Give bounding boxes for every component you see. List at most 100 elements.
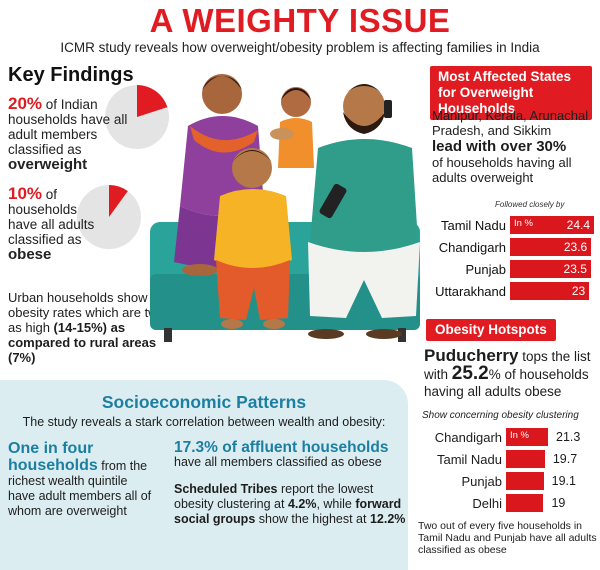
father-pants — [308, 242, 420, 318]
tribes-b2: 4.2% — [287, 497, 317, 511]
states-post: of households having all adults overweig… — [432, 155, 572, 185]
page-title: A WEIGHTY ISSUE — [149, 2, 451, 39]
tribes-b3: forward social groups — [174, 497, 402, 526]
puducherry-text1: tops the list with — [424, 349, 591, 382]
pie-slice-obese — [109, 185, 128, 217]
hotspots-banner: Obesity Hotspots — [426, 319, 556, 341]
remote-icon — [319, 183, 347, 219]
father-hair — [344, 84, 384, 96]
state-row: Uttarakhand 23 — [426, 282, 590, 300]
hotspot-row: Chandigarh In % 21.3 — [410, 428, 580, 446]
urban-text: Urban households show obesity rates whic… — [8, 290, 175, 335]
tribes-b4: 12.2% — [369, 512, 406, 526]
hotspot-value: 19.7 — [552, 452, 578, 466]
puducherry-num: 25.2 — [451, 363, 489, 384]
states-summary: Manipur, Kerala, Arunachal Pradesh, and … — [432, 108, 598, 185]
stat-overweight-text: of Indian households have all adult memb… — [8, 97, 128, 157]
tribes-t1: report the lowest obesity clustering at — [174, 482, 374, 511]
pie-slice-overweight — [137, 85, 168, 117]
socio-subtitle: The study reveals a stark correlation be… — [22, 415, 386, 429]
mother-head — [202, 74, 242, 114]
affluent-rest: have all members classified as obese — [174, 455, 382, 469]
couch-leg — [164, 328, 172, 342]
girl-dress — [278, 118, 314, 168]
hotspot-row: Delhi 19 — [410, 494, 565, 512]
stat-obese-text: of households have all adults classified… — [8, 187, 95, 247]
hotspot-bar: In % — [506, 428, 548, 446]
state-label: Punjab — [465, 261, 506, 277]
girl-hair — [281, 88, 311, 100]
state-label: Uttarakhand — [435, 283, 506, 299]
father-sandal — [366, 329, 402, 339]
hotspot-label: Punjab — [461, 473, 502, 489]
one-in-four-stat: One in four households from the richest … — [8, 440, 158, 519]
in-percent-label: In % — [514, 218, 534, 229]
state-value: 23.5 — [563, 262, 587, 276]
urban-bold: (14-15%) as compared to rural areas (7%) — [8, 320, 157, 365]
state-value: 23 — [571, 284, 586, 298]
socioeconomic-panel — [0, 380, 408, 570]
socio-title: Socioeconomic Patterns — [101, 392, 307, 412]
state-bar: 23 — [510, 282, 590, 300]
state-value: 23.6 — [563, 240, 588, 254]
puducherry-name: Puducherry — [424, 346, 519, 365]
obese-pie-chart — [77, 185, 141, 249]
father-shirt — [310, 139, 418, 254]
boy-shirt — [214, 189, 292, 269]
hotspot-row: Tamil Nadu 19.7 — [410, 450, 577, 468]
father-beard — [343, 112, 385, 134]
puducherry-stat: Puducherry tops the list with 25.2% of h… — [424, 347, 600, 400]
hotspot-label: Chandigarh — [434, 429, 502, 445]
overweight-pie-chart — [105, 85, 169, 149]
boy-pants — [216, 260, 290, 320]
states-list: Manipur, Kerala, Arunachal Pradesh, and … — [432, 108, 589, 138]
hotspot-value: 19.1 — [551, 474, 576, 488]
clustering-label: Show concerning obesity clustering — [422, 410, 579, 421]
one-in-four-rest: from the richest wealth quintile have ad… — [8, 459, 152, 518]
girl-head — [281, 87, 311, 117]
urban-rural-note: Urban households show obesity rates whic… — [8, 290, 178, 365]
boy-hair — [232, 150, 272, 162]
boy-foot — [221, 319, 243, 329]
stat-overweight-strong: overweight — [8, 156, 88, 173]
hotspot-value: 19 — [551, 496, 566, 510]
state-row: Punjab 23.5 — [426, 260, 591, 278]
family-on-couch-illustration — [150, 74, 420, 342]
state-bar: In % 24.4 — [510, 216, 594, 234]
father-head — [343, 85, 385, 127]
hotspot-bar — [506, 494, 544, 512]
couch-leg — [398, 328, 406, 342]
mother-hair — [202, 76, 242, 90]
boy-foot — [263, 319, 285, 329]
tribes-stat: Scheduled Tribes report the lowest obesi… — [174, 482, 406, 527]
state-value: 24.4 — [566, 218, 590, 232]
affluent-big: 17.3% of affluent households — [174, 439, 389, 456]
state-label: Chandigarh — [438, 239, 506, 255]
tribes-t2: , while — [316, 497, 356, 511]
tribes-b1: Scheduled Tribes — [174, 482, 278, 496]
stat-overweight-pct: 20% — [8, 94, 43, 113]
hotspots-footnote: Two out of every five households in Tami… — [418, 520, 597, 556]
hotspot-bar — [506, 472, 544, 490]
hotspot-bar — [506, 450, 545, 468]
state-bar: 23.6 — [510, 238, 592, 256]
state-row: Tamil Nadu In % 24.4 — [426, 216, 594, 234]
mother-foot — [182, 264, 218, 276]
state-row: Chandigarh 23.6 — [426, 238, 592, 256]
key-findings-title: Key Findings — [8, 64, 134, 86]
one-in-four-big: One in four households — [8, 440, 98, 474]
followed-closely-label: Followed closely by — [495, 200, 565, 209]
states-lead: lead with over 30% — [432, 138, 567, 155]
snack-bowl — [270, 128, 294, 140]
hotspot-row: Punjab 19.1 — [410, 472, 576, 490]
state-label: Tamil Nadu — [440, 217, 506, 233]
puducherry-text2: % of households having all adults obese — [424, 367, 589, 399]
tribes-t3: show the highest at — [255, 512, 370, 526]
stat-overweight: 20% of Indian households have all adult … — [8, 94, 128, 173]
father-sandal — [308, 329, 344, 339]
phone-icon — [384, 100, 392, 118]
stat-obese-strong: obese — [8, 246, 52, 263]
state-bar: 23.5 — [510, 260, 591, 278]
hotspot-label: Delhi — [472, 495, 502, 511]
hotspot-label: Tamil Nadu — [436, 451, 502, 467]
